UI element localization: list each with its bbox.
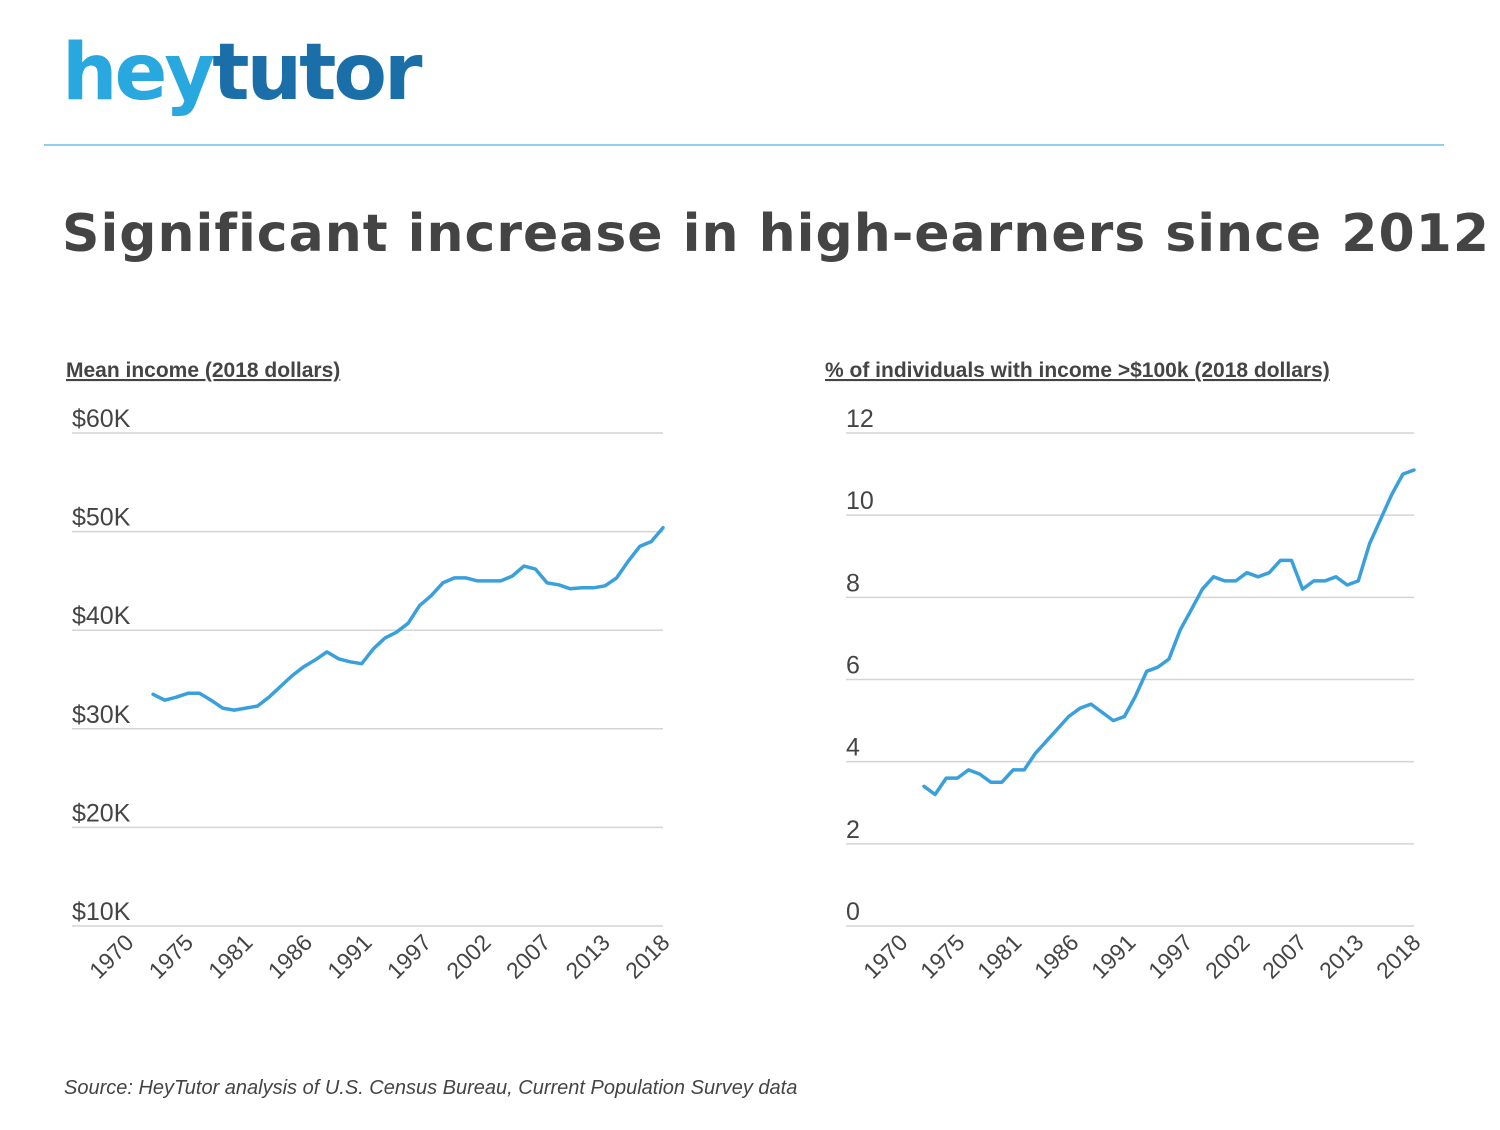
x-tick-label: 2013	[560, 929, 615, 984]
source-note: Source: HeyTutor analysis of U.S. Census…	[64, 1077, 798, 1099]
y-tick-label: $60K	[72, 405, 131, 433]
y-tick-label: $50K	[72, 504, 131, 532]
y-tick-label: 8	[846, 569, 860, 597]
x-tick-label: 2018	[1371, 929, 1426, 984]
y-tick-label: $30K	[72, 701, 131, 729]
x-tick-label: 2002	[1200, 929, 1255, 984]
pct-high-earners-chart-title: % of individuals with income >$100k (201…	[825, 359, 1330, 382]
x-tick-label: 1975	[144, 929, 199, 984]
y-tick-label: $10K	[72, 898, 131, 926]
x-tick-label: 1997	[1143, 929, 1198, 984]
header-divider	[44, 144, 1444, 146]
y-tick-label: $40K	[72, 602, 131, 630]
x-tick-label: 1981	[203, 929, 258, 984]
y-tick-label: 6	[846, 652, 860, 680]
x-tick-label: 1991	[1086, 929, 1141, 984]
y-tick-label: 12	[846, 405, 874, 433]
x-tick-label: 2007	[501, 929, 556, 984]
y-tick-label: 0	[846, 898, 860, 926]
heytutor-logo: heytutor	[62, 34, 422, 112]
y-tick-label: 4	[846, 734, 860, 762]
logo-tutor: tutor	[212, 28, 422, 118]
x-tick-label: 2013	[1314, 929, 1369, 984]
x-tick-label: 1991	[322, 929, 377, 984]
logo-hey: hey	[62, 28, 215, 118]
y-tick-label: $20K	[72, 799, 131, 827]
pct-high-earners-series-line	[922, 468, 1416, 797]
x-tick-label: 2002	[441, 929, 496, 984]
mean-income-chart: Mean income (2018 dollars) $10K $20K $30K $4…	[66, 359, 675, 984]
x-tick-label: 2018	[620, 929, 675, 984]
y-tick-label: 2	[846, 816, 860, 844]
x-tick-label: 1970	[858, 929, 913, 984]
x-tick-label: 1986	[1029, 929, 1084, 984]
x-tick-label: 1970	[84, 929, 139, 984]
page-title: Significant increase in high-earners sin…	[62, 204, 1490, 264]
high-earners-percent-chart: % of individuals with income >$100k (201…	[825, 359, 1426, 984]
mean-income-chart-title: Mean income (2018 dollars)	[66, 359, 340, 382]
x-tick-label: 1975	[915, 929, 970, 984]
mean-income-series-line	[151, 525, 665, 712]
x-tick-label: 1986	[263, 929, 318, 984]
y-tick-label: 10	[846, 487, 874, 515]
x-tick-label: 1997	[382, 929, 437, 984]
x-tick-label: 2007	[1257, 929, 1312, 984]
x-tick-label: 1981	[972, 929, 1027, 984]
